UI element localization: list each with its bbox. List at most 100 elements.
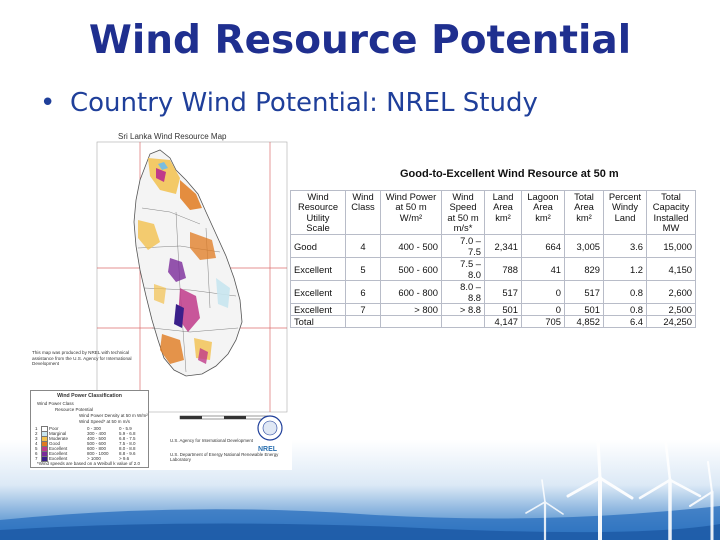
table-cell	[345, 315, 381, 329]
col-header: Wind Speed at 50 m m/s*	[441, 189, 485, 236]
table-row: Excellent 7 > 800 > 8.8 501 0 501 0.8 2,500	[290, 303, 696, 317]
table-cell: 0.8	[603, 280, 647, 305]
class-cls: 4	[35, 441, 38, 446]
table-cell: 0.8	[603, 303, 647, 317]
class-speed: 0 - 5.9	[119, 426, 132, 431]
table-cell: 41	[521, 257, 565, 282]
col-header: Percent Windy Land	[603, 189, 647, 236]
classification-header-cell: Resource Potential	[55, 407, 94, 412]
slide-title: Wind Resource Potential	[88, 18, 632, 63]
table-cell	[380, 315, 442, 329]
table-cell: 829	[564, 257, 604, 282]
table-cell: 4,147	[484, 315, 522, 329]
table-cell: 664	[521, 234, 565, 259]
class-power: 500 - 600	[87, 441, 107, 446]
wind-turbine-band	[0, 440, 720, 540]
class-speed: 7.5 - 8.0	[119, 441, 136, 446]
map-credit: This map was produced by NREL with techn…	[32, 350, 132, 367]
table-cell: 501	[484, 303, 522, 317]
table-cell: 2,500	[646, 303, 696, 317]
bullet-marker: •	[40, 88, 56, 118]
table-cell: 7.5 – 8.0	[441, 257, 485, 282]
col-header: Total Area km²	[564, 189, 604, 236]
bullet-item: • Country Wind Potential: NREL Study	[40, 88, 538, 118]
table-cell: 7.0 – 7.5	[441, 234, 485, 259]
table-cell: Total	[290, 315, 346, 329]
class-speed: 8.0 - 8.8	[119, 446, 136, 451]
table-cell: Excellent	[290, 280, 346, 305]
table-cell: 501	[564, 303, 604, 317]
class-potential: Excellent	[49, 451, 68, 456]
class-cls: 7	[35, 456, 38, 461]
nrel-logo: NREL	[258, 446, 278, 453]
table-cell: 2,600	[646, 280, 696, 305]
agency-usaid: U.S. Agency for International Developmen…	[170, 438, 253, 443]
table-cell: Excellent	[290, 303, 346, 317]
classification-row: 7 Excellent > 1000 > 9.6	[35, 456, 145, 462]
col-header: Land Area km²	[484, 189, 522, 236]
wind-power-classification: Wind Power Classification Wind Power Cla…	[30, 390, 149, 468]
table-cell: Good	[290, 234, 346, 259]
class-cls: 2	[35, 431, 38, 436]
table-row: Good 4 400 - 500 7.0 – 7.5 2,341 664 3,005 3.6 1…	[290, 234, 696, 259]
class-speed: > 9.6	[119, 456, 130, 461]
table-row: Excellent 5 500 - 600 7.5 – 8.0 788 41 829 1.2 4…	[290, 257, 696, 282]
turbine-icon	[566, 440, 634, 540]
class-power: 600 - 800	[87, 446, 107, 451]
class-cls: 3	[35, 436, 38, 441]
classification-header: Wind Power Class	[35, 401, 145, 407]
table-cell: 517	[484, 280, 522, 305]
class-power: 0 - 300	[87, 426, 102, 431]
table-body: Good 4 400 - 500 7.0 – 7.5 2,341 664 3,005 3.6 1…	[290, 234, 696, 329]
class-potential: Moderate	[49, 436, 69, 441]
table-cell: 4	[345, 234, 381, 259]
table-cell: 705	[521, 315, 565, 329]
table-cell: 3,005	[564, 234, 604, 259]
table-cell: 400 - 500	[380, 234, 442, 259]
table-cell: 0	[521, 303, 565, 317]
class-cls: 5	[35, 446, 38, 451]
classification-header-cell: Wind Power Class	[37, 401, 74, 406]
class-cls: 1	[35, 426, 38, 431]
table-cell: 15,000	[646, 234, 696, 259]
table-cell: 500 - 600	[380, 257, 442, 282]
table-cell	[441, 315, 485, 329]
classification-header-4: Wind Speed* at 50 m m/s	[35, 419, 145, 425]
table-cell: 6.4	[603, 315, 647, 329]
class-cls: 6	[35, 451, 38, 456]
class-potential: Good	[49, 441, 61, 446]
col-header: Wind Class	[345, 189, 381, 236]
class-power: 800 - 1000	[87, 451, 109, 456]
class-potential: Poor	[49, 426, 59, 431]
table-cell: 0	[521, 280, 565, 305]
classification-footnote-row: *Wind speeds are based on a Weibull k va…	[35, 461, 145, 467]
table-cell: Excellent	[290, 257, 346, 282]
table-header-row: Wind Resource Utility Scale Wind Class W…	[290, 189, 696, 236]
class-power: 300 - 400	[87, 431, 107, 436]
col-header: Lagoon Area km²	[521, 189, 565, 236]
class-potential: Excellent	[49, 446, 68, 451]
class-potential: Excellent	[49, 456, 68, 461]
table-cell: > 8.8	[441, 303, 485, 317]
table-cell: 4,852	[564, 315, 604, 329]
class-power: > 1000	[87, 456, 101, 461]
classification-header-2: Resource Potential	[35, 407, 145, 413]
class-speed: 6.8 - 7.5	[119, 436, 136, 441]
col-header: Wind Resource Utility Scale	[290, 189, 346, 236]
col-header: Total Capacity Installed MW	[646, 189, 696, 236]
table-cell: 2,341	[484, 234, 522, 259]
table-cell: 7	[345, 303, 381, 317]
table-cell: 517	[564, 280, 604, 305]
table-cell: 24,250	[646, 315, 696, 329]
table-cell: > 800	[380, 303, 442, 317]
table-cell: 788	[484, 257, 522, 282]
table-cell: 600 - 800	[380, 280, 442, 305]
table-row: Excellent 6 600 - 800 8.0 – 8.8 517 0 517 0.8 2,…	[290, 280, 696, 305]
classification-title: Wind Power Classification	[57, 393, 122, 399]
class-speed: 5.9 - 6.8	[119, 431, 136, 436]
classification-footnote: *Wind speeds are based on a Weibull k va…	[37, 461, 140, 466]
table-cell: 6	[345, 280, 381, 305]
class-swatch	[41, 456, 48, 462]
col-header: Wind Power at 50 m W/m²	[380, 189, 442, 236]
